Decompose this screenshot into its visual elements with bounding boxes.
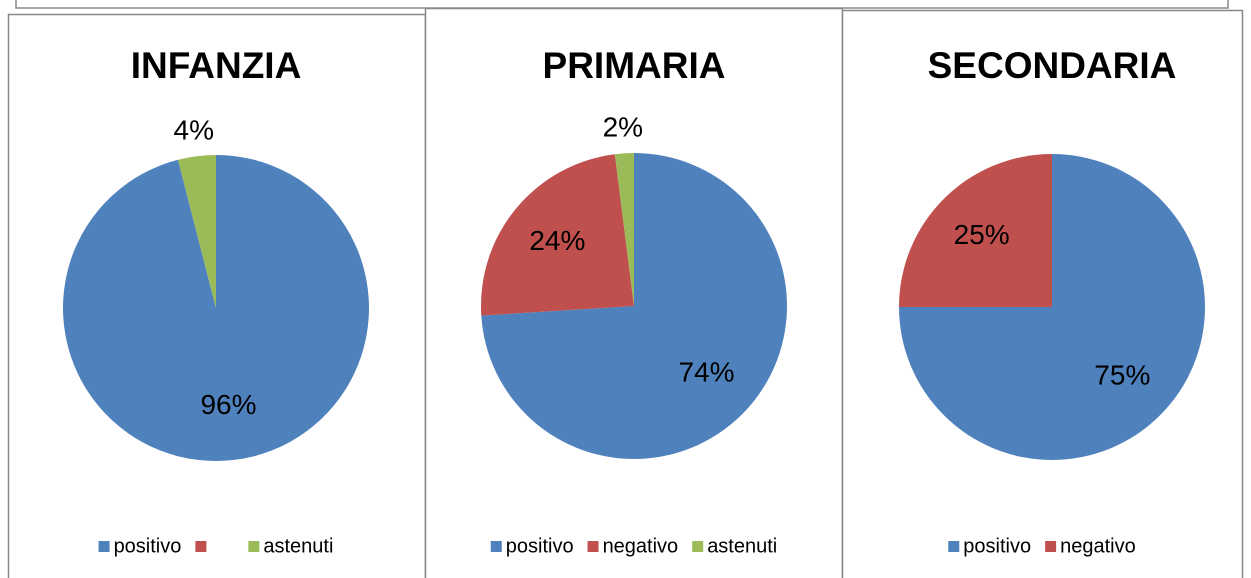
legend-label: astenuti <box>263 535 333 557</box>
legend-label: positivo <box>506 535 574 557</box>
legend-swatch <box>195 541 207 552</box>
pie-slice <box>614 153 634 306</box>
data-label: 25% <box>954 219 1010 250</box>
data-label: 74% <box>678 356 734 387</box>
legend-swatch <box>948 541 960 552</box>
legend-swatch <box>248 541 260 552</box>
data-label: 4% <box>174 114 214 145</box>
legend-swatch <box>587 541 599 552</box>
chart-title: INFANZIA <box>131 45 302 86</box>
legend-label: negativo <box>603 535 679 557</box>
legend-label: negativo <box>1060 535 1136 557</box>
data-label: 2% <box>603 111 643 142</box>
data-label: 24% <box>529 225 585 256</box>
pie-slice <box>481 153 787 459</box>
legend-swatch <box>98 541 110 552</box>
pie-slice <box>63 155 370 462</box>
pie-slice <box>177 155 216 308</box>
data-label: 75% <box>1094 360 1150 391</box>
chart-title: PRIMARIA <box>543 45 726 86</box>
data-label: 96% <box>200 389 256 420</box>
legend-swatch <box>1045 541 1057 552</box>
pie-slice <box>481 154 634 316</box>
legend-label: astenuti <box>707 535 777 557</box>
legend-swatch <box>692 541 704 552</box>
legend-label: positivo <box>114 535 182 557</box>
legend-swatch <box>490 541 502 552</box>
pie-slice <box>899 154 1052 307</box>
legend-label: positivo <box>963 535 1031 557</box>
chart-title: SECONDARIA <box>928 45 1177 86</box>
